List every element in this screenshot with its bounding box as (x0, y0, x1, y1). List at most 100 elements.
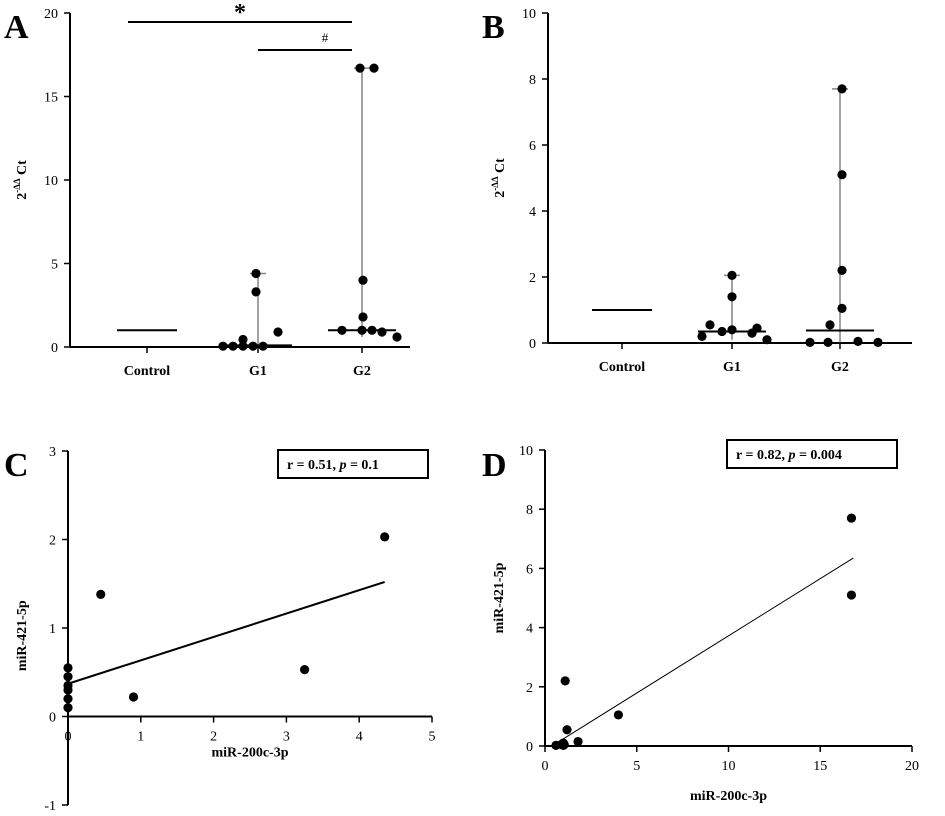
panel-c-x-tick-label: 3 (283, 730, 290, 745)
panel-d-y-tick-label: 6 (526, 562, 533, 577)
panel-a-y-axis-title-tail: Ct (15, 160, 30, 179)
panel-a-category-label: Control (124, 364, 171, 379)
panel-a-g2-data-point (337, 325, 347, 335)
panel-d-y-tick-label: 10 (519, 444, 533, 459)
panel-c-y-tick-label: -1 (44, 799, 56, 814)
panel-b-category-label: G2 (831, 360, 849, 375)
panel-b-g1-data-point (717, 326, 727, 337)
panel-a-g1-data-point (251, 268, 261, 279)
panel-c-y-tick-label: 3 (49, 445, 56, 460)
panel-b-g1-data-point (727, 325, 737, 335)
panel-b-y-tick-label: 10 (522, 7, 536, 22)
panel-a-g1-data-point (238, 341, 248, 351)
panel-d-y-tick-label: 4 (526, 622, 533, 637)
panel-c-y-tick-label: 2 (49, 534, 56, 549)
panel-c-data-point (63, 663, 73, 673)
panel-c-y-axis-title: miR-421-5p (15, 600, 30, 671)
panel-a-y-axis-title-sup: -ΔΔ (12, 178, 22, 193)
panel-a: A 0 5 10 15 20 2-ΔΔ Ct Control G1 G2 * # (4, 0, 410, 379)
panel-d-y-axis-title: miR-421-5p (492, 562, 507, 633)
panel-c-x-tick-label: 1 (137, 730, 144, 745)
panel-b-letter: B (482, 9, 505, 46)
panel-d-data-point (846, 513, 857, 523)
panel-c-data-point (300, 664, 310, 675)
panel-c-stat-text: r = 0.51, p = 0.1 (287, 458, 379, 473)
panel-a-g2-data-point (369, 63, 379, 73)
panel-d-data-point (562, 725, 572, 735)
panel-a-g1-data-point (218, 341, 228, 351)
panel-b-y-tick-label: 8 (529, 73, 536, 88)
panel-d-data-point (573, 736, 583, 747)
panel-c-data-point (63, 703, 73, 713)
panel-c-data-point (63, 672, 73, 682)
panel-d-data-point (559, 739, 569, 750)
panel-b-g2-data-point (805, 337, 815, 347)
panel-d-fit-line (553, 557, 854, 745)
panel-c-x-axis-title: miR-200c-3p (212, 746, 289, 761)
panel-c-y-tick-label: 0 (49, 711, 56, 726)
panel-a-g2-data-point (392, 332, 402, 342)
panel-d-stat-p-label: p (787, 448, 795, 463)
panel-a-g1-data-point (258, 341, 268, 351)
panel-d-data-point (560, 676, 570, 686)
panel-b-y-tick-label: 6 (529, 139, 536, 154)
panel-b-category-label: Control (599, 360, 646, 375)
panel-b-g2-data-point (873, 337, 883, 347)
panel-a-g1-data-point (248, 341, 258, 351)
panel-c-data-point (96, 589, 106, 599)
panel-b-g1-data-point (727, 292, 737, 302)
panel-a-g2-data-point (355, 63, 365, 73)
panel-a-significance-label: * (234, 0, 246, 26)
panel-c-data-point (63, 680, 73, 691)
panel-d-stat-r: r = 0.82, (736, 448, 788, 463)
panel-b-y-axis-title-sup: -ΔΔ (490, 176, 500, 191)
panel-b-y-tick-label: 2 (529, 271, 536, 286)
panel-d-data-point (846, 590, 857, 600)
panel-c-fit-line (67, 581, 385, 685)
panel-b-g2-data-point (837, 84, 847, 94)
panel-b-g2-data-point (853, 336, 863, 346)
panel-c-stat-p-value: = 0.1 (346, 458, 378, 473)
panel-b-y-axis-title: 2-ΔΔ Ct (490, 158, 508, 198)
panel-b-y-tick-label: 4 (529, 205, 536, 220)
panel-a-y-tick-label: 5 (51, 258, 58, 273)
panel-a-letter: A (4, 9, 29, 46)
panel-a-g1-data-point (228, 341, 238, 351)
panel-c-data-point (128, 692, 139, 702)
panel-d-stat-text: r = 0.82, p = 0.004 (736, 448, 842, 463)
panel-c-y-tick-label: 1 (49, 622, 56, 637)
panel-a-y-axis-title: 2-ΔΔ Ct (12, 160, 30, 200)
panel-d-x-tick-label: 5 (633, 759, 640, 774)
panel-a-y-axis-title-base: 2 (15, 193, 30, 200)
panel-d-y-tick-label: 8 (526, 503, 533, 518)
panel-d-letter: D (482, 447, 507, 484)
panel-c-stat-box (277, 449, 429, 479)
panel-d-x-tick-label: 10 (722, 759, 736, 774)
panel-a-y-tick-label: 20 (44, 7, 58, 22)
panel-a-y-tick-label: 15 (44, 91, 58, 106)
panel-c-x-tick-label: 4 (356, 730, 363, 745)
panel-a-y-tick-label: 0 (51, 341, 58, 356)
panel-b-g1-data-point (705, 320, 715, 330)
panel-d-y-tick-label: 2 (526, 681, 533, 696)
panel-a-g2-data-point (358, 312, 368, 322)
panel-b-g2-data-point (823, 337, 833, 347)
panel-b-y-axis-title-base: 2 (493, 191, 508, 198)
panel-b-g2-data-point (825, 320, 835, 330)
panel-c-data-point (380, 532, 390, 542)
panel-d-data-point (613, 710, 624, 720)
panel-a-category-label: G1 (249, 364, 267, 379)
panel-b-g2-data-point (837, 170, 847, 180)
panel-c-stat-r: r = 0.51, (287, 458, 339, 473)
panel-c-stat-p-label: p (338, 458, 346, 473)
panel-d-stat-p-value: = 0.004 (795, 448, 841, 463)
panel-a-g1-data-point (273, 327, 283, 337)
panel-b-y-tick-label: 0 (529, 337, 536, 352)
panel-c-data-point (63, 694, 73, 704)
panel-b-g1-data-point (752, 323, 762, 333)
panel-b-category-label: G1 (723, 360, 741, 375)
panel-b-g1-data-point (697, 331, 707, 341)
panel-a-category-label: G2 (353, 364, 371, 379)
panel-c-x-tick-label: 2 (210, 730, 217, 745)
panel-c-x-tick-label: 0 (65, 730, 72, 745)
